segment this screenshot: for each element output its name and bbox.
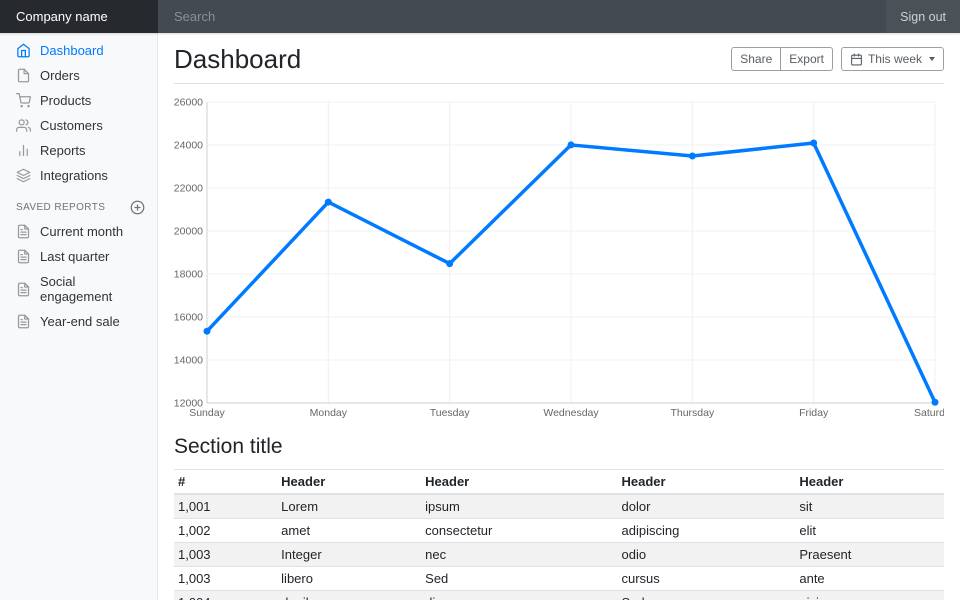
sidebar-nav: Dashboard Orders Products Customers Reports I… bbox=[0, 38, 157, 188]
table-row: 1,002 amet consectetur adipiscing elit bbox=[174, 517, 944, 543]
sidebar-item-integrations[interactable]: Integrations bbox=[0, 163, 157, 188]
table-header-cell: Header bbox=[277, 468, 422, 495]
svg-text:26000: 26000 bbox=[174, 96, 203, 108]
saved-report-current-month[interactable]: Current month bbox=[0, 219, 157, 244]
layers-icon bbox=[16, 168, 31, 183]
calendar-icon bbox=[850, 53, 863, 66]
svg-text:Sunday: Sunday bbox=[189, 407, 225, 419]
table-header-cell: Header bbox=[421, 468, 618, 495]
table-cell: 1,003 bbox=[174, 565, 278, 591]
table-cell: adipiscing bbox=[617, 517, 796, 543]
saved-report-last-quarter[interactable]: Last quarter bbox=[0, 244, 157, 269]
svg-text:Wednesday: Wednesday bbox=[543, 407, 599, 419]
bar-chart-2-icon bbox=[16, 143, 31, 158]
home-icon bbox=[16, 43, 31, 58]
section-title: Section title bbox=[174, 434, 283, 458]
sidebar-item-products[interactable]: Products bbox=[0, 88, 157, 113]
weekly-line-chart: Sunday Monday Tuesday Wednesday Thursday Frid… bbox=[174, 96, 944, 419]
export-button[interactable]: Export bbox=[780, 47, 833, 72]
svg-text:22000: 22000 bbox=[174, 182, 203, 194]
sidebar-item-orders[interactable]: Orders bbox=[0, 63, 157, 88]
svg-text:20000: 20000 bbox=[174, 225, 203, 237]
svg-text:16000: 16000 bbox=[174, 311, 203, 323]
table-cell: Praesent bbox=[795, 541, 944, 567]
table-cell: Lorem bbox=[277, 493, 422, 519]
svg-text:Tuesday: Tuesday bbox=[430, 407, 471, 419]
table-cell: cursus bbox=[617, 565, 796, 591]
top-navbar: Company name Sign out bbox=[0, 0, 960, 33]
svg-text:12000: 12000 bbox=[174, 397, 203, 409]
file-text-icon bbox=[16, 249, 31, 264]
table-cell: 1,001 bbox=[174, 493, 278, 519]
svg-text:Friday: Friday bbox=[799, 407, 829, 419]
users-icon bbox=[16, 118, 31, 133]
table-cell: elit bbox=[795, 517, 944, 543]
period-dropdown-button[interactable]: This week bbox=[840, 47, 944, 72]
table-cell: Integer bbox=[277, 541, 422, 567]
table-header-cell: Header bbox=[795, 468, 944, 495]
toolbar: Share Export This week bbox=[731, 47, 944, 72]
search-input[interactable] bbox=[158, 0, 887, 33]
table-cell: odio bbox=[617, 541, 796, 567]
table-cell: 1,002 bbox=[174, 517, 278, 543]
table-cell: ante bbox=[795, 565, 944, 591]
main-content: Dashboard Share Export This week Sunday M… bbox=[158, 0, 960, 600]
sidebar-item-customers[interactable]: Customers bbox=[0, 113, 157, 138]
plus-circle-icon bbox=[130, 200, 145, 215]
table-cell: Sed bbox=[421, 565, 618, 591]
table-cell: 1,004 bbox=[174, 589, 278, 600]
table-cell: dapibus bbox=[277, 589, 422, 600]
data-table: # Header Header Header Header 1,001 Lorem ipsu… bbox=[174, 468, 944, 600]
table-cell: amet bbox=[277, 517, 422, 543]
period-label: This week bbox=[867, 52, 922, 67]
shopping-cart-icon bbox=[16, 93, 31, 108]
add-report-button[interactable] bbox=[130, 200, 145, 215]
table-row: 1,003 libero Sed cursus ante bbox=[174, 565, 944, 591]
table-header-cell: # bbox=[174, 468, 278, 495]
svg-text:14000: 14000 bbox=[174, 354, 203, 366]
table-cell: 1,003 bbox=[174, 541, 278, 567]
sidebar-item-dashboard[interactable]: Dashboard bbox=[0, 38, 157, 63]
svg-text:Thursday: Thursday bbox=[670, 407, 715, 419]
saved-report-social-engagement[interactable]: Social engagement bbox=[0, 269, 157, 309]
table-row: 1,003 Integer nec odio Praesent bbox=[174, 541, 944, 567]
navbar-brand[interactable]: Company name bbox=[0, 0, 158, 33]
svg-text:24000: 24000 bbox=[174, 139, 203, 151]
table-cell: dolor bbox=[617, 493, 796, 519]
table-cell: Sed bbox=[617, 589, 796, 600]
saved-reports-list: Current month Last quarter Social engageme… bbox=[0, 219, 157, 334]
table-cell: nisi bbox=[795, 589, 944, 600]
file-text-icon bbox=[16, 314, 31, 329]
table-cell: diam bbox=[421, 589, 618, 600]
file-icon bbox=[16, 68, 31, 83]
file-text-icon bbox=[16, 224, 31, 239]
svg-text:Saturday: Saturday bbox=[914, 407, 944, 419]
share-button[interactable]: Share bbox=[731, 47, 782, 72]
saved-reports-heading: SAVED REPORTS bbox=[0, 198, 157, 216]
caret-down-icon bbox=[929, 57, 935, 62]
sign-out-link[interactable]: Sign out bbox=[900, 9, 946, 24]
table-cell: consectetur bbox=[421, 517, 618, 543]
table-cell: nec bbox=[421, 541, 618, 567]
table-cell: libero bbox=[277, 565, 422, 591]
svg-text:Monday: Monday bbox=[310, 407, 348, 419]
page-title: Dashboard bbox=[174, 44, 302, 74]
svg-text:18000: 18000 bbox=[174, 268, 203, 280]
table-header-cell: Header bbox=[617, 468, 796, 495]
saved-report-year-end-sale[interactable]: Year-end sale bbox=[0, 309, 157, 334]
table-row: 1,004dapibusdiamSednisi bbox=[174, 589, 944, 600]
sidebar: Dashboard Orders Products Customers Reports I… bbox=[0, 33, 158, 600]
page-header: Dashboard Share Export This week bbox=[174, 33, 944, 84]
sidebar-item-reports[interactable]: Reports bbox=[0, 138, 157, 163]
table-cell: ipsum bbox=[421, 493, 618, 519]
share-export-group: Share Export bbox=[731, 47, 833, 72]
table-row: 1,001 Lorem ipsum dolor sit bbox=[174, 493, 944, 519]
table-header-row: # Header Header Header Header bbox=[174, 468, 944, 495]
file-text-icon bbox=[16, 282, 31, 297]
table-cell: sit bbox=[795, 493, 944, 519]
